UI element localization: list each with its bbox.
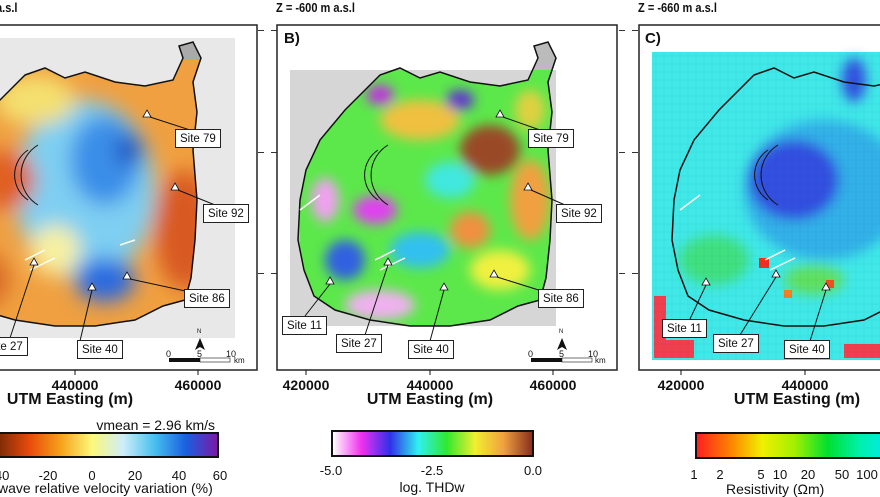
scale-unit: km: [595, 356, 606, 365]
north-arrow-icon: [195, 338, 205, 350]
y-tick: [271, 273, 277, 274]
panel-b-depth-title: Z = -600 m a.s.l: [276, 0, 355, 15]
velocity-colorbar-label: wave relative velocity variation (%): [0, 480, 213, 496]
colorbar-tick: 60: [212, 468, 228, 483]
colorbar-tick: 100: [856, 467, 878, 482]
panel-a-scale-bar: [169, 338, 231, 363]
panel-b-scale-bar: [531, 338, 593, 363]
panel-b-x-axis-label: UTM Easting (m): [366, 391, 494, 408]
site-label: Site 40: [77, 340, 123, 359]
panel-c-x-axis-label: UTM Easting (m): [733, 391, 861, 408]
x-tick-label: 460000: [529, 377, 577, 393]
x-tick-label: 440000: [406, 377, 454, 393]
panel-b-label: B): [284, 30, 300, 47]
panel-b-thdw-map: [290, 41, 557, 327]
y-tick: [619, 273, 625, 274]
y-tick: [632, 152, 638, 153]
y-tick: [258, 30, 264, 31]
thdw-colorbar-label: log. THDw: [399, 479, 465, 495]
x-tick-label: 440000: [51, 377, 99, 393]
scale-unit: km: [234, 356, 245, 365]
colorbar-tick: 20: [800, 467, 816, 482]
site-label: Site 27: [713, 334, 759, 353]
panel-a-depth-title: a.s.l: [0, 0, 18, 15]
resistivity-colorbar: [695, 432, 880, 459]
y-tick: [619, 30, 625, 31]
north-label: N: [197, 329, 202, 335]
colorbar-tick: 20: [127, 468, 143, 483]
x-tick-label: 420000: [657, 377, 705, 393]
site-label: Site 79: [175, 129, 221, 148]
site-label: Site 27: [336, 334, 382, 353]
x-tick-label: 420000: [282, 377, 330, 393]
scale-tick: 10: [588, 349, 599, 359]
site-label: Site 86: [538, 289, 584, 308]
velocity-colorbar: [0, 432, 219, 458]
site-label: Site 86: [184, 289, 230, 308]
x-tick-label: 460000: [174, 377, 222, 393]
site-label: Site 92: [556, 204, 602, 223]
colorbar-tick: 0.0: [523, 463, 543, 478]
site-label: Site 27: [0, 337, 28, 356]
colorbar-tick: 2: [716, 467, 724, 482]
colorbar-tick: -2.5: [420, 463, 444, 478]
site-label: Site 40: [784, 340, 830, 359]
x-tick-label: 440000: [781, 377, 829, 393]
colorbar-tick: 40: [171, 468, 187, 483]
resistivity-colorbar-label: Resistivity (Ωm): [726, 481, 825, 497]
panel-c-label: C): [645, 30, 661, 47]
vmean-label: vmean = 2.96 km/s: [96, 417, 215, 433]
y-tick: [271, 152, 277, 153]
scale-tick: 5: [197, 349, 203, 359]
panel-a-velocity-map: [0, 38, 235, 338]
site-label: Site 79: [528, 129, 574, 148]
site-label: Site 11: [282, 316, 327, 335]
colorbar-tick: 0: [88, 468, 96, 483]
north-label: N: [559, 329, 564, 335]
site-label: Site 40: [408, 340, 454, 359]
site-markers: [29, 109, 831, 291]
y-tick: [632, 273, 638, 274]
colorbar-tick: 10: [772, 467, 788, 482]
panel-a-x-axis-label: UTM Easting (m): [6, 391, 134, 408]
colorbar-tick: 1: [690, 467, 698, 482]
scale-tick: 5: [559, 349, 565, 359]
site-label: Site 92: [203, 204, 249, 223]
thdw-colorbar: [331, 430, 534, 457]
y-tick: [271, 30, 277, 31]
panel-c-depth-title: Z = -660 m a.s.l: [638, 0, 717, 15]
y-tick: [258, 152, 264, 153]
colorbar-tick: -40: [0, 468, 10, 483]
site-label: Site 11: [662, 319, 707, 338]
colorbar-tick: -20: [38, 468, 58, 483]
scale-tick: 0: [166, 349, 172, 359]
y-tick: [632, 30, 638, 31]
y-tick: [619, 152, 625, 153]
scale-tick: 0: [528, 349, 534, 359]
y-tick: [258, 273, 264, 274]
north-arrow-icon: [557, 338, 567, 350]
colorbar-tick: 5: [757, 467, 765, 482]
colorbar-tick: -5.0: [319, 463, 343, 478]
scale-tick: 10: [226, 349, 237, 359]
panel-c-resistivity-map: [652, 41, 880, 360]
colorbar-tick: 50: [834, 467, 850, 482]
